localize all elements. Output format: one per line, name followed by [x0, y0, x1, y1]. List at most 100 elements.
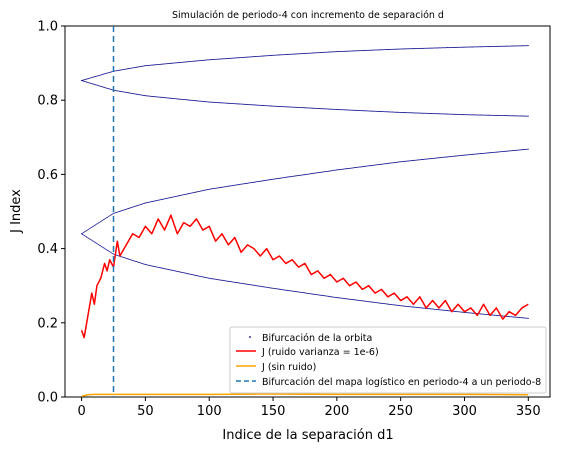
bifurcation-point — [510, 150, 512, 152]
bifurcation-point — [513, 150, 515, 151]
bifurcation-point — [459, 311, 461, 313]
bifurcation-point — [469, 114, 471, 116]
bifurcation-point — [97, 84, 99, 86]
bifurcation-point — [408, 160, 410, 162]
bifurcation-point — [362, 166, 364, 168]
legend-label: J (ruido varianza = 1e-6) — [261, 347, 379, 358]
bifurcation-point — [326, 170, 328, 172]
bifurcation-point — [357, 109, 359, 111]
bifurcation-point — [410, 306, 412, 308]
bifurcation-point — [195, 100, 197, 102]
bifurcation-point — [322, 108, 324, 110]
bifurcation-point — [139, 204, 141, 206]
bifurcation-point — [434, 113, 436, 115]
bifurcation-point — [444, 47, 446, 49]
bifurcation-point — [193, 191, 195, 193]
bifurcation-point — [300, 107, 302, 109]
bifurcation-point — [81, 232, 83, 234]
bifurcation-point — [228, 57, 230, 59]
bifurcation-point — [274, 288, 276, 290]
bifurcation-point — [288, 106, 290, 108]
bifurcation-point — [157, 64, 159, 66]
bifurcation-point — [150, 64, 152, 66]
bifurcation-point — [284, 54, 286, 56]
bifurcation-point — [308, 293, 310, 295]
bifurcation-point — [428, 112, 430, 114]
bifurcation-point — [140, 66, 142, 68]
bifurcation-point — [355, 167, 357, 169]
x-tick-label: 50 — [137, 404, 154, 419]
bifurcation-point — [161, 267, 163, 269]
bifurcation-point — [408, 48, 410, 50]
bifurcation-point — [294, 175, 296, 177]
bifurcation-point — [136, 205, 138, 207]
bifurcation-point — [429, 47, 431, 49]
bifurcation-point — [334, 51, 336, 53]
bifurcation-point — [368, 110, 370, 112]
bifurcation-point — [376, 302, 378, 304]
y-tick-label: 0.4 — [37, 242, 58, 257]
bifurcation-point — [238, 57, 240, 59]
bifurcation-point — [502, 151, 504, 152]
bifurcation-point — [350, 298, 352, 300]
bifurcation-point — [286, 53, 288, 55]
bifurcation-point — [116, 254, 118, 256]
plot-frame — [64, 25, 551, 398]
bifurcation-point — [453, 46, 455, 48]
bifurcation-point — [269, 55, 271, 57]
bifurcation-point — [249, 284, 251, 286]
bifurcation-point — [160, 96, 162, 98]
bifurcation-point — [347, 50, 349, 52]
bifurcation-point — [245, 283, 247, 285]
bifurcation-point — [472, 153, 474, 155]
bifurcation-point — [195, 274, 197, 276]
bifurcation-point — [230, 185, 232, 187]
bifurcation-point — [130, 67, 132, 69]
bifurcation-point — [165, 268, 167, 270]
bifurcation-point — [171, 196, 173, 198]
bifurcation-point — [484, 114, 486, 116]
bifurcation-point — [91, 240, 93, 242]
bifurcation-point — [445, 156, 447, 158]
bifurcation-point — [288, 53, 290, 55]
bifurcation-point — [241, 57, 243, 59]
bifurcation-point — [418, 112, 420, 114]
bifurcation-point — [515, 115, 517, 117]
bifurcation-point — [423, 112, 425, 114]
bifurcation-point — [417, 112, 419, 114]
bifurcation-point — [362, 300, 364, 302]
bifurcation-point — [359, 300, 361, 302]
bifurcation-point — [280, 177, 282, 179]
bifurcation-point — [430, 158, 432, 160]
bifurcation-point — [256, 104, 258, 106]
bifurcation-point — [375, 49, 377, 51]
bifurcation-point — [159, 199, 161, 201]
bifurcation-point — [320, 171, 322, 173]
bifurcation-point — [513, 115, 515, 117]
bifurcation-point — [372, 301, 374, 303]
bifurcation-point — [511, 45, 513, 47]
y-tick-label: 0.2 — [37, 316, 58, 331]
bifurcation-point — [380, 163, 382, 165]
bifurcation-point — [253, 104, 255, 106]
bifurcation-point — [496, 314, 498, 316]
bifurcation-point — [449, 156, 451, 158]
bifurcation-point — [265, 105, 267, 107]
bifurcation-point — [313, 293, 315, 295]
bifurcation-point — [473, 114, 475, 116]
bifurcation-point — [177, 98, 179, 100]
bifurcation-point — [172, 97, 174, 99]
bifurcation-point — [302, 107, 304, 109]
bifurcation-point — [206, 277, 208, 279]
legend-item: Bifurcación del mapa logístico en period… — [236, 377, 541, 388]
bifurcation-point — [188, 99, 190, 101]
bifurcation-point — [128, 207, 130, 209]
bifurcation-point — [284, 106, 286, 108]
bifurcation-point — [125, 257, 127, 259]
bifurcation-point — [367, 301, 369, 303]
bifurcation-point — [467, 46, 469, 48]
bifurcation-point — [314, 293, 316, 295]
bifurcation-point — [279, 177, 281, 179]
bifurcation-point — [482, 114, 484, 116]
bifurcation-point — [133, 93, 135, 95]
